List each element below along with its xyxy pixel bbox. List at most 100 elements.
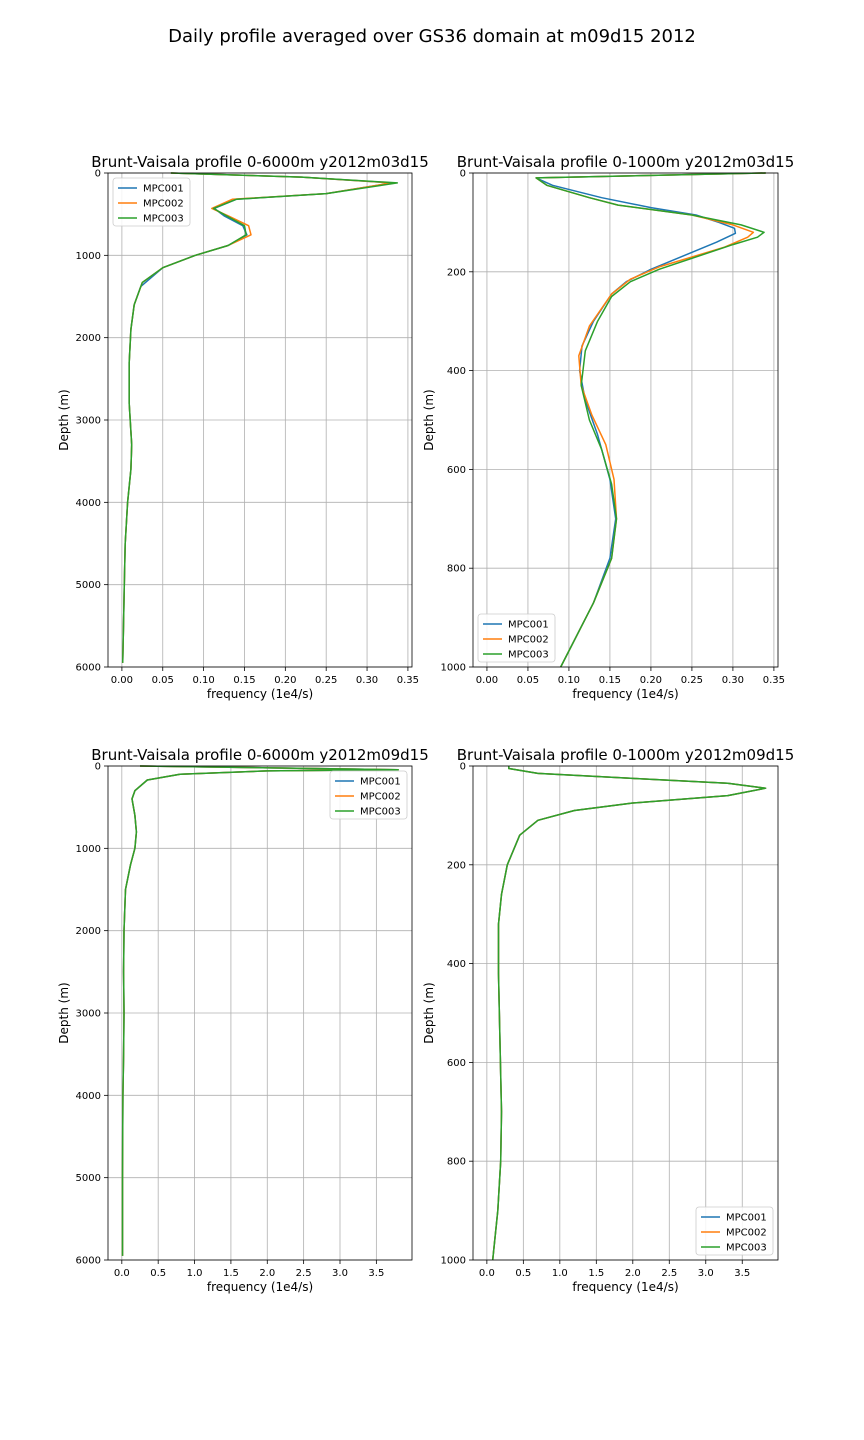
y-tick-label: 600 [447,465,466,476]
legend-box [112,177,191,227]
x-tick-label: 0.15 [599,675,621,686]
axes-frame [472,172,779,668]
x-tick-label: 3.0 [332,1268,348,1279]
x-tick-label: 2.5 [661,1268,677,1279]
subplot-3: 0.0 0.5 1.0 1.5 2.0 2.5 3.0 3.5 0 200 400 600 800 100… [422,746,794,1294]
x-tick-label: 0.00 [111,675,133,686]
x-tick-label: 0.30 [722,675,744,686]
legend-label: MPC001 [360,777,401,788]
x-tick-label: 2.0 [625,1268,641,1279]
subplot-title: Brunt-Vaisala profile 0-1000m y2012m03d1… [457,153,795,171]
y-tick-label: 800 [447,1157,466,1168]
series-line-mpc003 [491,766,767,1261]
subplot-title: Brunt-Vaisala profile 0-1000m y2012m09d1… [457,746,795,764]
x-tick-label: 3.0 [698,1268,714,1279]
legend-box [695,1206,774,1256]
subplot-2: 0.0 0.5 1.0 1.5 2.0 2.5 3.0 3.5 0 1000 2000 3000 400… [57,746,429,1294]
x-tick-label: 0.20 [274,675,296,686]
legend-label: MPC002 [726,1228,767,1239]
x-tick-label: 0.30 [356,675,378,686]
y-tick-label: 2000 [76,926,101,937]
y-tick-label: 5000 [76,580,101,591]
x-tick-label: 0.5 [515,1268,531,1279]
x-tick-label: 2.5 [296,1268,312,1279]
y-tick-label: 2000 [76,333,101,344]
legend-label: MPC002 [508,635,549,646]
series-line-mpc001 [491,766,767,1261]
x-tick-label: 0.35 [397,675,419,686]
y-tick-label: 600 [447,1058,466,1069]
figure-title: Daily profile averaged over GS36 domain … [168,26,696,47]
x-tick-label: 0.0 [114,1268,130,1279]
series-line-mpc003 [121,765,399,1256]
subplot-title: Brunt-Vaisala profile 0-6000m y2012m03d1… [91,153,429,171]
x-tick-label: 0.05 [152,675,174,686]
legend: MPC001 MPC002 MPC003 [477,613,556,663]
x-tick-label: 1.5 [588,1268,604,1279]
series-line-mpc001 [121,765,399,1256]
y-tick-label: 0 [95,169,101,180]
y-tick-label: 3000 [76,1009,101,1020]
subplot-1: 0.00 0.05 0.10 0.15 0.20 0.25 0.30 0.35 0 200 400 6… [422,153,794,701]
y-tick-label: 400 [447,366,466,377]
x-tick-label: 0.35 [763,675,785,686]
series-line-mpc003 [535,172,766,668]
y-axis-label: Depth (m) [57,982,71,1043]
legend-label: MPC003 [360,807,401,818]
axes-frame [472,765,779,1261]
subplot-0: 0.00 0.05 0.10 0.15 0.20 0.25 0.30 0.35 0 1000 200… [57,153,429,701]
y-tick-label: 6000 [76,1256,101,1267]
legend-box [477,613,556,663]
legend-label: MPC002 [143,199,184,210]
y-tick-label: 200 [447,267,466,278]
y-tick-label: 400 [447,959,466,970]
legend-label: MPC003 [508,650,549,661]
legend-label: MPC003 [143,214,184,225]
y-tick-label: 1000 [441,1256,466,1267]
y-tick-label: 1000 [441,663,466,674]
x-tick-label: 0.25 [315,675,337,686]
y-tick-label: 800 [447,564,466,575]
series-line-mpc002 [121,765,399,1256]
x-axis-label: frequency (1e4/s) [572,1280,678,1294]
legend: MPC001 MPC002 MPC003 [329,770,408,820]
y-tick-label: 0 [460,762,466,773]
x-tick-label: 0.25 [681,675,703,686]
y-tick-label: 3000 [76,416,101,427]
x-tick-label: 3.5 [368,1268,384,1279]
x-tick-label: 0.10 [192,675,214,686]
legend-box [329,770,408,820]
subplot-title: Brunt-Vaisala profile 0-6000m y2012m09d1… [91,746,429,764]
y-tick-label: 200 [447,860,466,871]
x-tick-label: 1.0 [187,1268,203,1279]
y-tick-label: 1000 [76,251,101,262]
y-tick-label: 6000 [76,663,101,674]
legend-label: MPC002 [360,792,401,803]
legend: MPC001 MPC002 MPC003 [695,1206,774,1256]
legend-label: MPC001 [508,620,549,631]
y-tick-label: 5000 [76,1173,101,1184]
x-axis-label: frequency (1e4/s) [207,1280,313,1294]
legend-label: MPC003 [726,1243,767,1254]
y-tick-label: 0 [460,169,466,180]
x-axis-label: frequency (1e4/s) [572,687,678,701]
y-tick-label: 1000 [76,844,101,855]
x-tick-label: 0.05 [517,675,539,686]
y-axis-label: Depth (m) [422,982,436,1043]
legend: MPC001 MPC002 MPC003 [112,177,191,227]
x-tick-label: 0.0 [479,1268,495,1279]
y-axis-label: Depth (m) [422,389,436,450]
series-line-mpc003 [121,172,399,663]
y-tick-label: 0 [95,762,101,773]
x-tick-label: 0.20 [640,675,662,686]
x-axis-label: frequency (1e4/s) [207,687,313,701]
y-tick-label: 4000 [76,1091,101,1102]
x-tick-label: 1.0 [552,1268,568,1279]
x-tick-label: 0.15 [233,675,255,686]
legend-label: MPC001 [726,1213,767,1224]
y-tick-label: 4000 [76,498,101,509]
x-tick-label: 0.10 [558,675,580,686]
x-tick-label: 3.5 [734,1268,750,1279]
series-line-mpc002 [491,766,767,1261]
